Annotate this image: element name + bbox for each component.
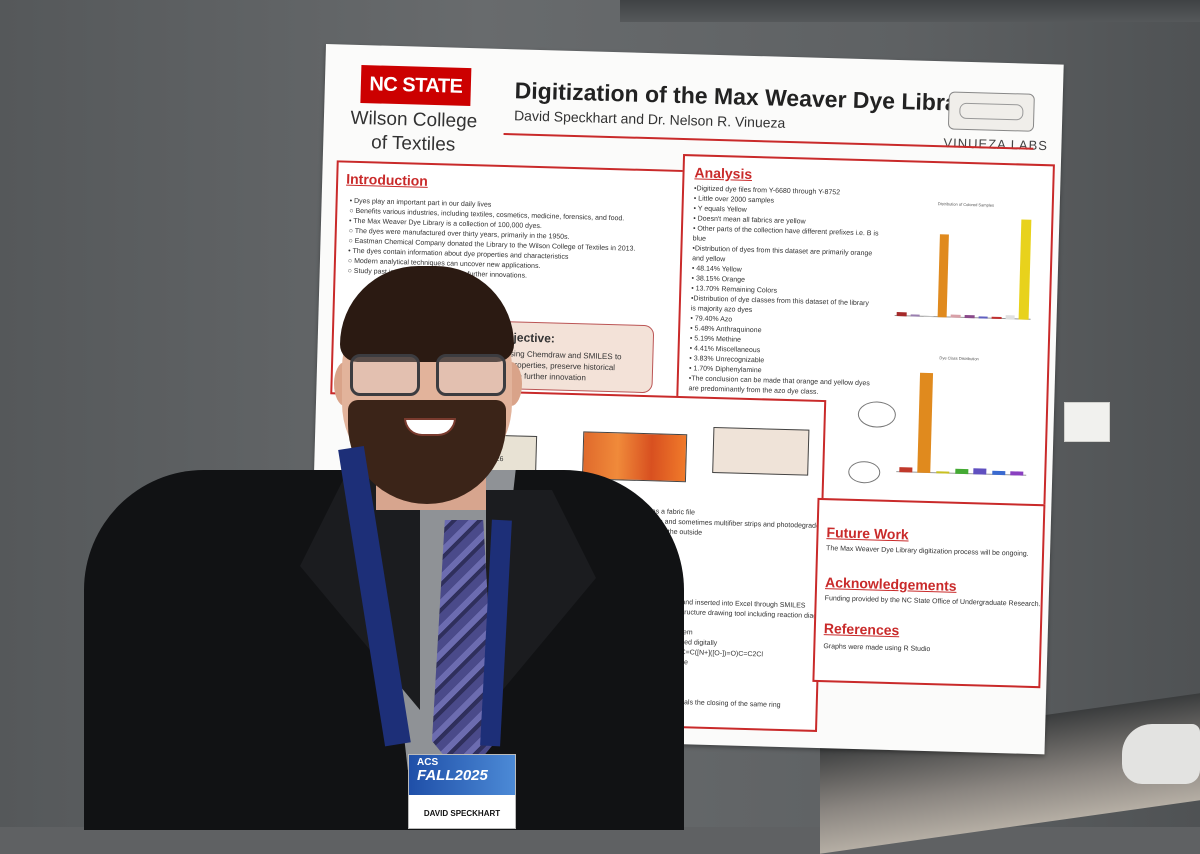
chart-bar [991, 471, 1005, 476]
acknowledgements-text: Funding provided by the NC State Office … [824, 595, 1041, 609]
chart-bar [917, 372, 934, 474]
chart-bar [923, 316, 934, 318]
glasses-lens [436, 354, 506, 396]
molecule-structure-icon [847, 460, 881, 484]
chart-bar [951, 314, 961, 318]
shoe [1122, 724, 1200, 784]
acknowledgements-heading: Acknowledgements [824, 574, 957, 594]
badge-acs-label: ACS [417, 757, 439, 768]
introduction-heading: Introduction [346, 170, 429, 189]
chart-bar [991, 316, 1002, 319]
lab-name: VINUEZA LABS [943, 135, 1049, 154]
nc-state-logo: NC STATE [360, 64, 472, 107]
name-badge: ACS FALL2025 DAVID SPECKHART [408, 754, 516, 829]
chart-title: Dye Class Distribution [939, 355, 979, 362]
dye-class-chart: Dye Class Distribution [896, 355, 1029, 476]
badge-name: DAVID SPECKHART [423, 809, 501, 818]
future-work-heading: Future Work [826, 524, 909, 543]
analysis-heading: Analysis [694, 164, 753, 182]
badge-event-label: FALL2025 [417, 767, 488, 784]
chart-bar [1010, 471, 1024, 476]
chart-bar [978, 315, 988, 319]
badge-header: ACS FALL2025 [409, 755, 515, 795]
college-line-1: Wilson College [350, 107, 478, 133]
glasses-lens [350, 354, 420, 396]
college-line-2: of Textiles [370, 132, 456, 156]
chart-bar [899, 467, 913, 473]
dyed-sample-photo [712, 426, 810, 476]
chart-bar [937, 234, 950, 318]
poster-authors: David Speckhart and Dr. Nelson R. Vinuez… [513, 107, 786, 131]
tape-note [1064, 402, 1110, 442]
chart-bar [1019, 219, 1032, 320]
molecule-structure-icon [857, 401, 897, 429]
color-distribution-chart: Distribution of Colored Samples [894, 201, 1034, 320]
references-heading: References [823, 620, 900, 639]
vinueza-labs-logo-icon [947, 91, 1035, 132]
eyeglasses-icon [350, 354, 510, 396]
chart-bar [954, 468, 968, 475]
chart-bar [973, 467, 987, 475]
chart-bar [936, 470, 950, 474]
college-name: Wilson College of Textiles [343, 107, 484, 159]
chart-bar [910, 314, 920, 317]
conclusion-panel: Future Work The Max Weaver Dye Library d… [812, 497, 1046, 689]
analysis-text: •Digitized dye files from Y-6680 through… [688, 184, 879, 399]
chart-bar [964, 314, 975, 319]
references-text: Graphs were made using R Studio [823, 643, 931, 654]
board-top-edge [620, 0, 1200, 22]
chart-bar [896, 312, 907, 317]
future-work-text: The Max Weaver Dye Library digitization … [826, 545, 1029, 558]
chart-title: Distribution of Colored Samples [937, 201, 995, 208]
chart-bar [1005, 315, 1016, 320]
